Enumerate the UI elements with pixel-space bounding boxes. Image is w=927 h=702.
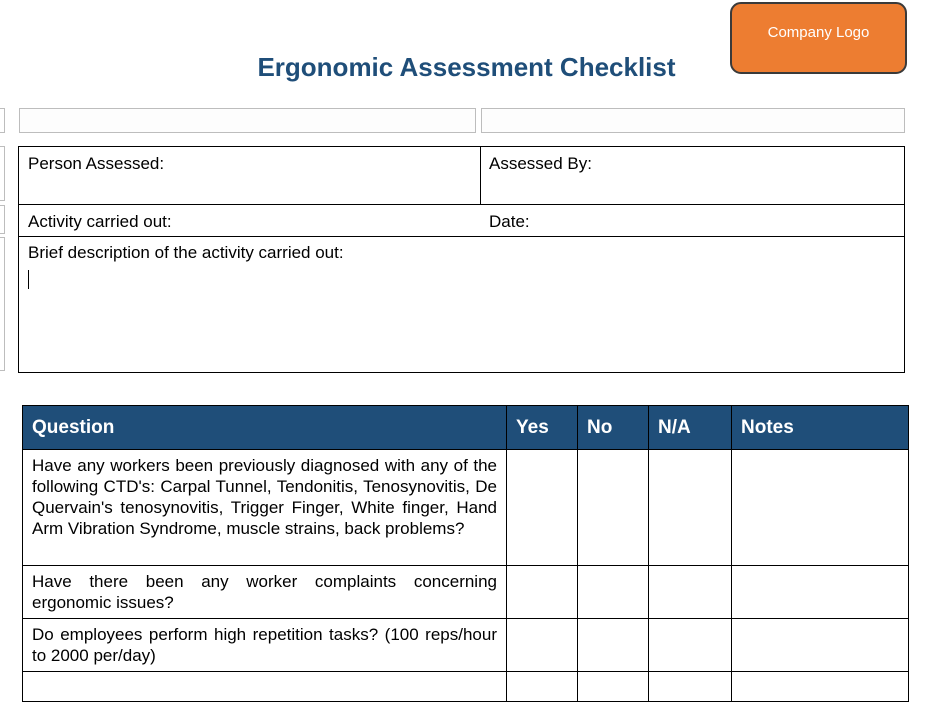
header-na: N/A [648, 405, 732, 450]
assessed-by-label[interactable]: Assessed By: [489, 154, 592, 173]
question-text: Have any workers been previously diagnos… [22, 449, 507, 566]
table-header-row: Question Yes No N/A Notes [22, 405, 909, 450]
company-logo: Company Logo [730, 2, 907, 74]
description-label: Brief description of the activity carrie… [28, 243, 344, 262]
notes-cell[interactable] [731, 565, 909, 619]
question-text [22, 671, 507, 702]
header-field-right[interactable] [481, 108, 905, 133]
na-cell[interactable] [648, 565, 732, 619]
header-question: Question [22, 405, 507, 450]
na-cell[interactable] [648, 671, 732, 702]
margin-fragment [0, 237, 5, 371]
person-assessed-label[interactable]: Person Assessed: [28, 154, 165, 173]
notes-cell[interactable] [731, 671, 909, 702]
divider [480, 147, 481, 204]
table-row [22, 671, 909, 702]
header-field-left[interactable] [19, 108, 476, 133]
margin-fragment [0, 205, 5, 234]
table-row: Have there been any worker complaints co… [22, 565, 909, 619]
yes-cell[interactable] [506, 618, 578, 672]
header-yes: Yes [506, 405, 578, 450]
yes-cell[interactable] [506, 671, 578, 702]
margin-fragment [0, 108, 5, 133]
na-cell[interactable] [648, 449, 732, 566]
no-cell[interactable] [577, 671, 649, 702]
header-notes: Notes [731, 405, 909, 450]
activity-label[interactable]: Activity carried out: [28, 212, 172, 231]
table-row: Do employees perform high repetition tas… [22, 618, 909, 672]
date-label[interactable]: Date: [489, 212, 530, 231]
table-row: Have any workers been previously diagnos… [22, 449, 909, 566]
notes-cell[interactable] [731, 449, 909, 566]
question-text: Have there been any worker complaints co… [22, 565, 507, 619]
no-cell[interactable] [577, 565, 649, 619]
description-field[interactable]: Brief description of the activity carrie… [19, 237, 904, 372]
divider [19, 204, 904, 205]
yes-cell[interactable] [506, 565, 578, 619]
yes-cell[interactable] [506, 449, 578, 566]
na-cell[interactable] [648, 618, 732, 672]
no-cell[interactable] [577, 449, 649, 566]
assessment-info-form: Person Assessed: Assessed By: Activity c… [18, 146, 905, 373]
no-cell[interactable] [577, 618, 649, 672]
divider [19, 236, 904, 237]
margin-fragment [0, 146, 5, 201]
question-text: Do employees perform high repetition tas… [22, 618, 507, 672]
checklist-table: Question Yes No N/A Notes Have any worke… [22, 405, 909, 702]
notes-cell[interactable] [731, 618, 909, 672]
header-no: No [577, 405, 649, 450]
page-title: Ergonomic Assessment Checklist [257, 52, 676, 82]
text-cursor [28, 270, 29, 289]
